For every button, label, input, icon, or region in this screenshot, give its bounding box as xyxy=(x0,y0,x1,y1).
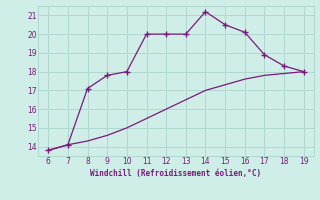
X-axis label: Windchill (Refroidissement éolien,°C): Windchill (Refroidissement éolien,°C) xyxy=(91,169,261,178)
